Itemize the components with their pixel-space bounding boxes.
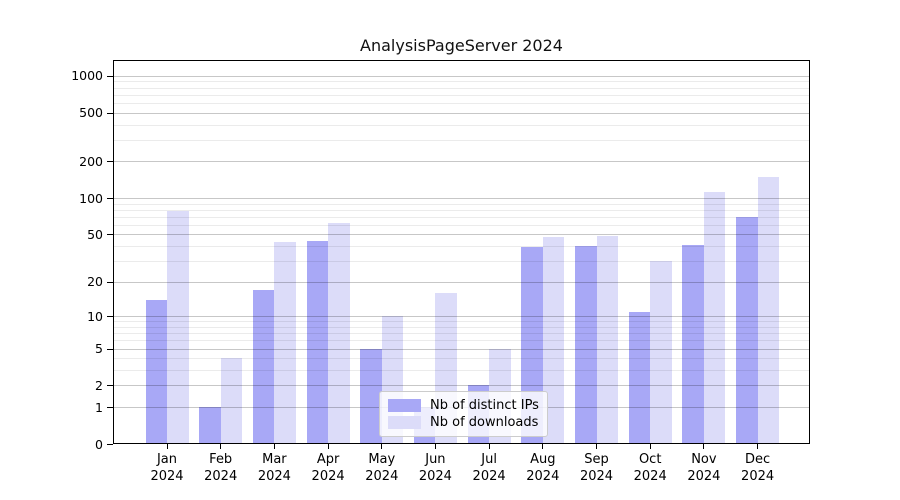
y-tick-label-10: 10 xyxy=(87,308,103,324)
x-tick-label-feb: Feb 2024 xyxy=(204,452,238,484)
x-tick-label-aug: Aug 2024 xyxy=(526,452,560,484)
x-tick-mar xyxy=(273,444,275,449)
x-tick-label-jul: Jul 2024 xyxy=(472,452,506,484)
y-tick-10 xyxy=(107,316,113,318)
bars-layer xyxy=(113,60,810,444)
legend-label-downloads: Nb of downloads xyxy=(430,415,539,431)
bar-ips-jan xyxy=(145,299,167,444)
y-tick-5 xyxy=(107,348,113,350)
x-tick-label-may: May 2024 xyxy=(365,452,399,484)
plot-area: Nb of distinct IPs Nb of downloads xyxy=(113,60,810,444)
y-tick-20 xyxy=(107,281,113,283)
x-tick-jun xyxy=(434,444,436,449)
bar-downloads-sep xyxy=(596,235,618,444)
bar-downloads-oct xyxy=(650,261,672,444)
y-tick-label-1000: 1000 xyxy=(71,68,103,84)
x-tick-label-dec: Dec 2024 xyxy=(741,452,775,484)
bar-ips-may xyxy=(360,348,382,444)
x-tick-dec xyxy=(757,444,759,449)
x-tick-aug xyxy=(542,444,544,449)
y-tick-label-500: 500 xyxy=(79,105,103,121)
y-tick-label-50: 50 xyxy=(87,226,103,242)
bar-ips-oct xyxy=(628,311,651,444)
y-tick-200 xyxy=(107,161,113,163)
y-tick-label-0: 0 xyxy=(95,436,103,452)
bar-ips-feb xyxy=(199,407,221,444)
y-tick-1000 xyxy=(107,75,113,77)
bar-ips-sep xyxy=(575,246,597,444)
y-tick-label-20: 20 xyxy=(87,274,103,290)
y-tick-1 xyxy=(107,407,113,409)
legend: Nb of distinct IPs Nb of downloads xyxy=(379,391,548,437)
bar-downloads-mar xyxy=(274,242,296,444)
y-tick-50 xyxy=(107,234,113,236)
y-tick-label-200: 200 xyxy=(79,153,103,169)
x-tick-sep xyxy=(596,444,597,449)
y-tick-label-5: 5 xyxy=(95,341,103,356)
y-tick-0 xyxy=(107,444,113,445)
chart-title: AnalysisPageServer 2024 xyxy=(360,36,563,55)
x-tick-jan xyxy=(166,444,168,449)
x-tick-feb xyxy=(220,444,222,449)
x-tick-oct xyxy=(649,444,651,449)
y-tick-label-2: 2 xyxy=(95,377,103,393)
y-tick-2 xyxy=(107,385,113,387)
x-tick-label-nov: Nov 2024 xyxy=(687,452,721,484)
bar-ips-dec xyxy=(736,216,758,444)
bar-downloads-feb xyxy=(220,358,243,444)
y-tick-label-100: 100 xyxy=(79,190,103,206)
legend-item-downloads: Nb of downloads xyxy=(388,415,539,430)
x-tick-label-sep: Sep 2024 xyxy=(579,452,614,484)
bar-ips-mar xyxy=(252,289,275,444)
bar-downloads-nov xyxy=(703,192,726,444)
bar-ips-nov xyxy=(682,244,704,444)
legend-label-distinct-ips: Nb of distinct IPs xyxy=(430,397,539,413)
legend-swatch-distinct-ips-icon xyxy=(388,398,421,412)
bar-ips-apr xyxy=(306,241,329,444)
x-tick-label-mar: Mar 2024 xyxy=(257,452,291,484)
legend-item-distinct-ips: Nb of distinct IPs xyxy=(388,398,539,413)
x-tick-jul xyxy=(488,444,490,449)
x-tick-label-jan: Jan 2024 xyxy=(150,452,184,484)
x-tick-label-oct: Oct 2024 xyxy=(633,452,667,484)
legend-swatch-downloads-icon xyxy=(388,416,421,430)
y-tick-500 xyxy=(107,112,113,114)
bar-downloads-aug xyxy=(542,236,565,444)
x-tick-label-jun: Jun 2024 xyxy=(418,452,452,484)
bar-downloads-jan xyxy=(167,211,189,444)
y-tick-100 xyxy=(107,198,113,199)
x-tick-nov xyxy=(703,444,705,449)
x-tick-label-apr: Apr 2024 xyxy=(311,452,345,484)
x-tick-apr xyxy=(327,444,329,449)
y-tick-label-1: 1 xyxy=(95,399,103,415)
x-tick-may xyxy=(381,444,383,449)
bar-downloads-dec xyxy=(757,176,780,444)
bar-downloads-apr xyxy=(328,223,350,444)
